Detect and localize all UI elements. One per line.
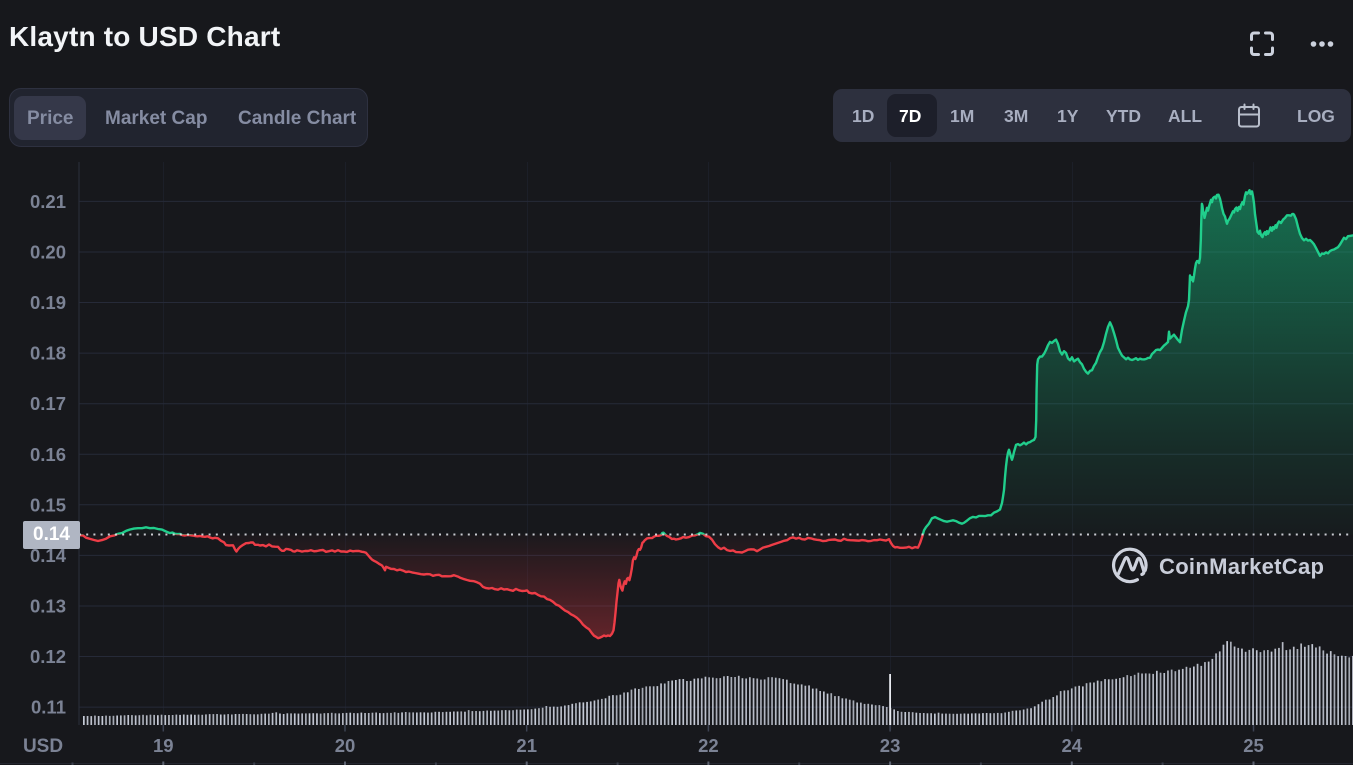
svg-text:0.19: 0.19	[30, 292, 66, 313]
svg-text:0.13: 0.13	[30, 596, 66, 617]
svg-text:25: 25	[1243, 735, 1264, 756]
svg-text:0.12: 0.12	[30, 646, 66, 667]
svg-text:22: 22	[698, 735, 719, 756]
svg-text:0.15: 0.15	[30, 494, 66, 515]
svg-text:0.18: 0.18	[30, 343, 66, 364]
svg-text:0.16: 0.16	[30, 444, 66, 465]
svg-text:23: 23	[880, 735, 901, 756]
svg-text:19: 19	[153, 735, 174, 756]
svg-text:24: 24	[1062, 735, 1083, 756]
svg-text:20: 20	[335, 735, 356, 756]
svg-text:0.20: 0.20	[30, 242, 66, 263]
svg-text:0.14: 0.14	[30, 545, 67, 566]
svg-text:0.11: 0.11	[31, 697, 66, 718]
svg-text:USD: USD	[23, 736, 63, 757]
svg-text:21: 21	[516, 735, 537, 756]
svg-text:0.17: 0.17	[30, 393, 66, 414]
svg-text:0.21: 0.21	[30, 191, 66, 212]
